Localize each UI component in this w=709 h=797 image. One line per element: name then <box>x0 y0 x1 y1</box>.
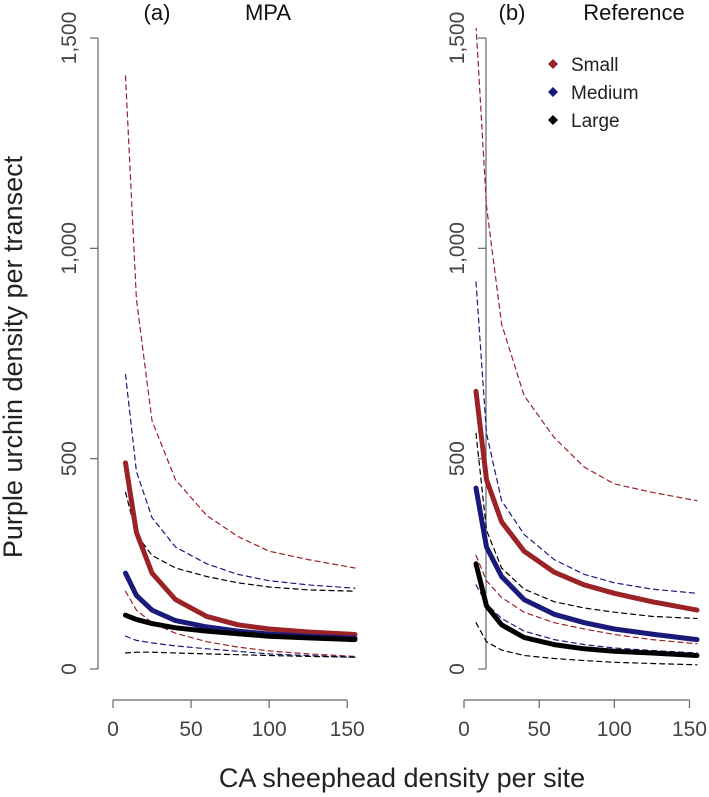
panel-title: Reference <box>583 0 685 25</box>
legend: Small Medium Large <box>548 55 639 132</box>
y-tick-label: 0 <box>58 663 81 675</box>
x-tick-label: 150 <box>672 718 707 741</box>
series-lines <box>123 75 358 658</box>
legend-label-small: Small <box>571 55 619 76</box>
line-medium-upper <box>124 373 356 589</box>
x-tick-label: 0 <box>107 718 119 741</box>
legend-marker-small <box>548 59 558 69</box>
y-tick-label: 1,000 <box>446 222 469 275</box>
line-small-upper <box>475 28 698 502</box>
panel-mpa: (a) MPA 0 500 1,000 1,500 0 50 100 150 <box>58 0 365 741</box>
panel-tag: (a) <box>144 0 171 25</box>
line-small-fit <box>473 388 700 613</box>
x-tick-label: 100 <box>597 718 632 741</box>
x-tick-label: 0 <box>458 718 470 741</box>
line-small-lower <box>475 554 698 645</box>
y-tick-label: 1,500 <box>446 12 469 65</box>
x-tick-label: 100 <box>252 718 287 741</box>
y-tick-label: 1,000 <box>58 222 81 275</box>
y-tick-label: 1,500 <box>58 12 81 65</box>
line-small-upper <box>124 75 356 569</box>
y-tick-label: 500 <box>446 441 469 476</box>
line-large-lower <box>124 651 356 658</box>
line-medium-lower <box>124 635 356 658</box>
panel-reference: (b) Reference 0 500 1,000 1,500 0 50 100 150 <box>446 0 707 741</box>
line-medium-upper <box>475 281 698 594</box>
line-large-upper <box>124 491 356 592</box>
x-tick-label: 50 <box>179 718 202 741</box>
line-large-fit <box>473 561 700 658</box>
x-axis-title: CA sheephead density per site <box>219 763 585 793</box>
line-small-lower <box>124 590 356 658</box>
y-tick-label: 0 <box>446 663 469 675</box>
line-large-lower <box>475 622 698 666</box>
line-large-fit <box>123 612 358 643</box>
legend-marker-large <box>548 115 558 125</box>
series-lines <box>473 28 700 666</box>
panel-tag: (b) <box>499 0 526 25</box>
line-medium-fit <box>473 485 700 643</box>
panel-title: MPA <box>245 0 291 25</box>
line-small-fit <box>123 460 358 637</box>
x-tick-label: 150 <box>330 718 365 741</box>
x-tick-label: 50 <box>527 718 550 741</box>
y-tick-label: 500 <box>58 441 81 476</box>
line-medium-lower <box>475 584 698 654</box>
line-large-upper <box>475 432 698 620</box>
y-axis-title: Purple urchin density per transect <box>0 155 28 558</box>
legend-marker-medium <box>548 87 558 97</box>
legend-label-large: Large <box>571 111 620 132</box>
legend-label-medium: Medium <box>571 83 639 104</box>
